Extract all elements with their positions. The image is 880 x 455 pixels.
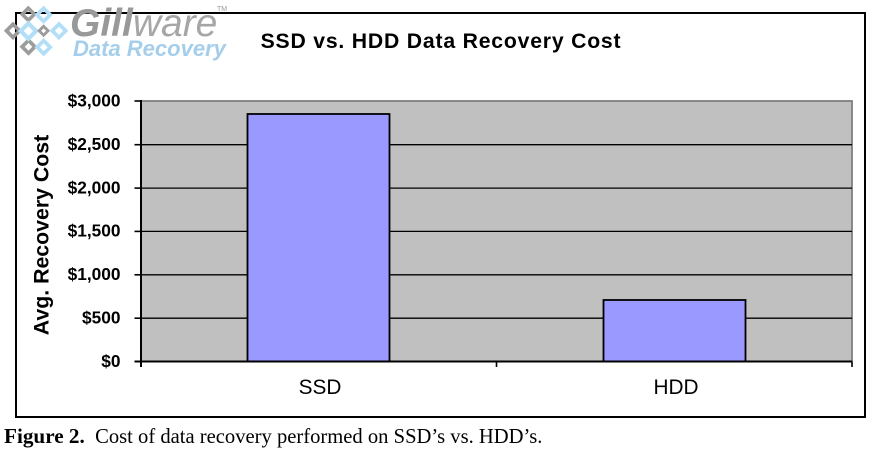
svg-text:$500: $500 [82, 307, 120, 327]
svg-text:Avg. Recovery Cost: Avg. Recovery Cost [30, 135, 54, 335]
svg-text:SSD vs. HDD Data Recovery Cost: SSD vs. HDD Data Recovery Cost [261, 30, 622, 53]
svg-text:$0: $0 [101, 351, 120, 371]
svg-text:HDD: HDD [653, 376, 698, 399]
svg-text:Gillware: Gillware [70, 2, 217, 45]
svg-text:Data Recovery: Data Recovery [73, 36, 228, 61]
svg-text:SSD: SSD [299, 376, 342, 399]
svg-text:$1,000: $1,000 [68, 264, 121, 284]
svg-text:TM: TM [217, 6, 227, 13]
svg-text:$2,000: $2,000 [68, 177, 121, 197]
svg-text:Figure 2. Cost of data recove: Figure 2. Cost of data recovery performe… [4, 424, 542, 448]
svg-text:$2,500: $2,500 [68, 134, 121, 154]
svg-text:$1,500: $1,500 [68, 221, 121, 241]
svg-text:$3,000: $3,000 [68, 90, 121, 110]
